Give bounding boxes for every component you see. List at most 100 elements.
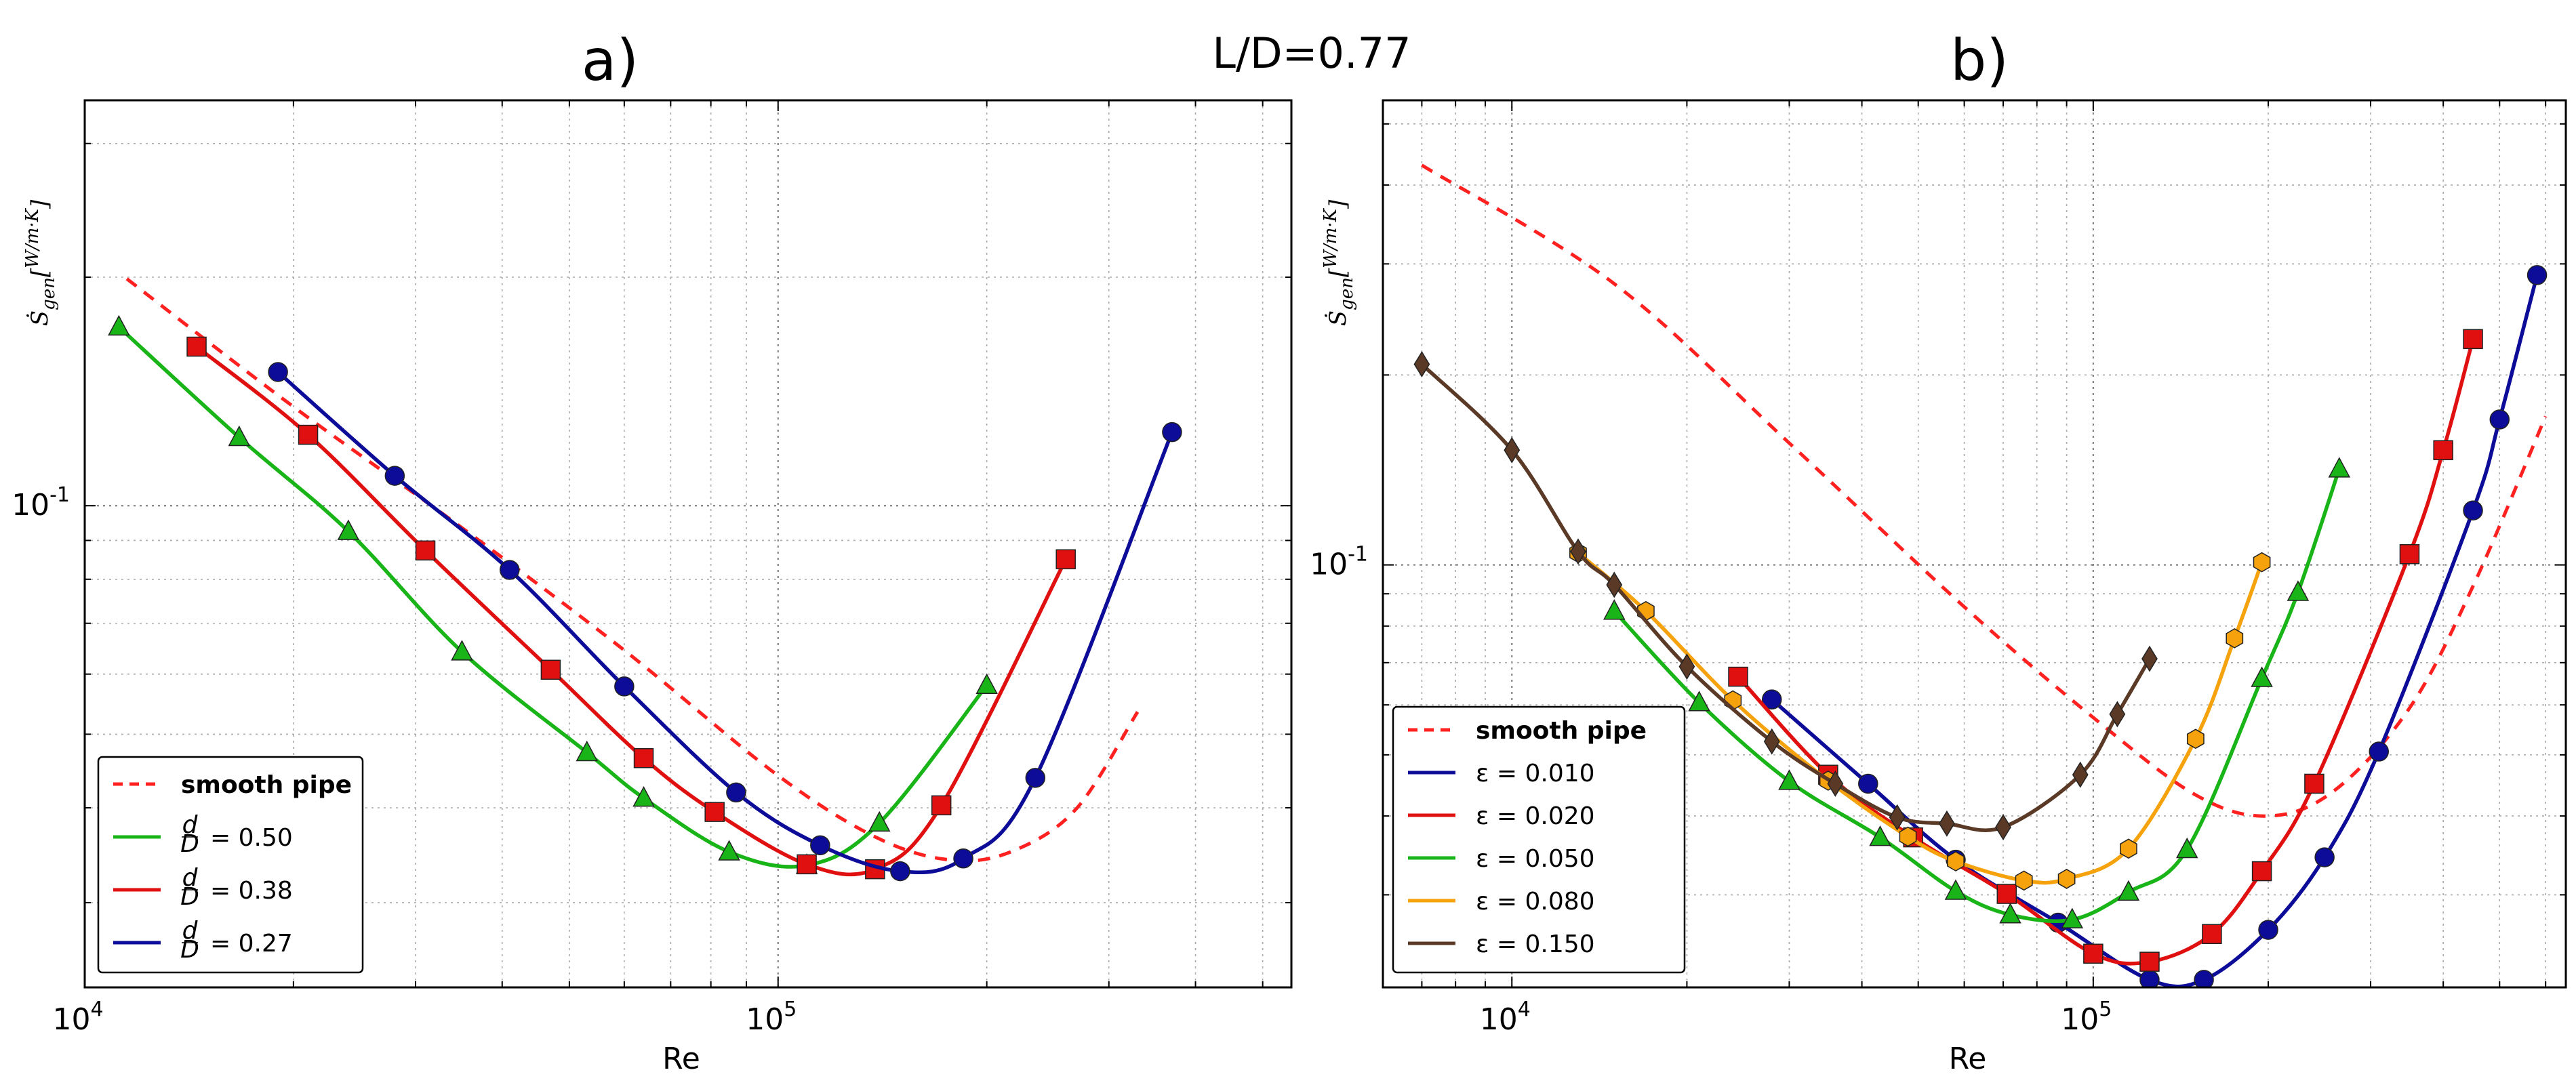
series-3-point-9: [2251, 666, 2273, 687]
legend-label-0: smooth pipe: [1476, 717, 1647, 745]
series-3-point-1: [1688, 691, 1710, 712]
ylabel-numerator: W: [22, 249, 43, 268]
y-tick-label: 10-1: [1310, 543, 1368, 582]
series-2-point-8: [2304, 773, 2325, 794]
legend-fraction-den-2: D: [180, 883, 199, 911]
series-1-point-6: [2258, 920, 2278, 940]
ylabel-bracket-open: [: [26, 268, 54, 277]
series-3-point-5: [810, 835, 830, 856]
x-axis-label: Re: [1949, 1042, 1987, 1076]
x-tick-label: 104: [52, 998, 103, 1037]
series-3-point-0: [1603, 599, 1626, 620]
series-3-point-9: [1162, 422, 1182, 443]
ylabel-denominator: m·K: [1321, 207, 1341, 244]
y-axis-label: Ṡgen[W/m·K]: [1321, 199, 1357, 326]
ylabel-numerator: W: [1321, 249, 1341, 268]
series-3-point-8: [1025, 768, 1046, 788]
legend-label-4: ε = 0.080: [1476, 888, 1595, 916]
series-5-point-10: [2072, 761, 2089, 788]
series-1-point-0: [1761, 689, 1782, 710]
ylabel-subscript: gen: [39, 277, 59, 310]
ylabel-symbol: Ṡ: [26, 310, 54, 326]
y-tick-label-exponent: -1: [1348, 543, 1368, 567]
series-2-point-1: [298, 424, 319, 445]
axes-frame: [1382, 99, 2567, 989]
series-3-point-1: [384, 466, 405, 486]
series-5-point-7: [1889, 804, 1906, 831]
series-5-point-9: [1995, 814, 2011, 841]
x-tick-label-exponent: 4: [1518, 998, 1531, 1021]
x-tick-label: 105: [746, 998, 797, 1037]
series-line-3: [1613, 468, 2341, 924]
series-2-point-0: [1728, 666, 1748, 687]
series-5-point-11: [2109, 701, 2126, 728]
series-3-point-8: [2175, 837, 2198, 859]
series-4-point-1: [1637, 600, 1655, 621]
series-2-point-9: [2399, 544, 2420, 565]
series-line-3: [277, 370, 1174, 875]
series-1-point-1: [1858, 773, 1878, 794]
legend-box: [1392, 705, 1686, 974]
series-line-0: [125, 277, 1140, 863]
series-line-4: [1577, 551, 2264, 885]
series-2-point-4: [2083, 943, 2104, 964]
series-3-point-6: [2061, 907, 2084, 928]
series-group: [108, 277, 1182, 882]
series-5-point-8: [1939, 810, 1955, 837]
series-1-point-7: [2314, 847, 2335, 867]
series-4-point-6: [2015, 870, 2033, 891]
series-1-point-6: [718, 840, 740, 861]
series-1-point-1: [228, 425, 251, 447]
axes-frame: [83, 99, 1293, 989]
series-1-point-4: [576, 740, 599, 762]
series-2-point-5: [2139, 951, 2160, 972]
series-4-point-5: [1947, 851, 1965, 871]
legend-label-2: = 0.38: [210, 877, 293, 905]
x-tick-label-exponent: 4: [90, 998, 103, 1021]
series-4-point-9: [2186, 729, 2205, 750]
legend-label-1: = 0.50: [210, 824, 293, 852]
series-3-point-10: [2287, 580, 2310, 601]
legend-fraction-den-1: D: [180, 830, 199, 858]
series-2-point-4: [633, 747, 654, 768]
series-2-point-10: [2433, 440, 2453, 461]
series-line-5: [1420, 363, 2152, 832]
ylabel-bracket-close: ]: [1325, 199, 1352, 209]
series-2-point-6: [797, 854, 817, 875]
series-1-point-8: [868, 811, 891, 832]
series-3-point-2: [1778, 769, 1800, 790]
series-3-point-6: [890, 861, 910, 882]
series-4-point-10: [2226, 628, 2244, 649]
ylabel-fraction-bar: /: [1321, 243, 1341, 252]
y-tick-label: 10-1: [12, 483, 70, 522]
figure-suptitle: L/D=0.77: [1212, 28, 1411, 78]
series-4-point-4: [1899, 826, 1917, 847]
series-3-point-7: [2117, 880, 2140, 901]
series-2-point-2: [415, 540, 436, 561]
series-1-point-5: [2194, 970, 2214, 987]
legend-label-3: = 0.27: [210, 930, 293, 958]
legend-label-3: ε = 0.050: [1476, 845, 1595, 873]
series-3-point-7: [953, 848, 973, 869]
series-1-point-10: [2489, 409, 2510, 430]
series-1-point-9: [975, 673, 998, 694]
series-2-point-3: [540, 659, 561, 680]
y-axis-label: Ṡgen[W/m·K]: [22, 199, 59, 326]
legend-fraction-num-1: d: [182, 811, 199, 839]
series-2-point-7: [2251, 861, 2272, 882]
series-line-2: [1736, 338, 2475, 966]
series-4-point-7: [2057, 869, 2076, 889]
legend-fraction-num-2: d: [182, 864, 199, 892]
legend-label-0: smooth pipe: [181, 771, 352, 799]
series-1-point-0: [108, 314, 130, 336]
ylabel-denominator: m·K: [22, 207, 43, 244]
series-3-point-5: [1999, 903, 2021, 924]
legend-box: [97, 756, 364, 974]
legend: smooth pipe ε = 0.010 ε = 0.020 ε = 0.050 ε …: [1392, 705, 1686, 974]
series-5-point-3: [1606, 571, 1623, 598]
series-2-point-0: [186, 336, 207, 357]
series-2-point-6: [2202, 924, 2222, 945]
